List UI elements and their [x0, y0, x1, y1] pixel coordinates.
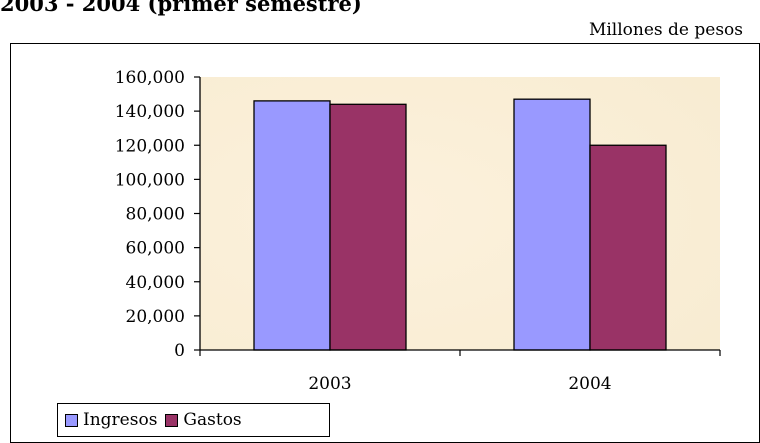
bar-ingresos-2003	[253, 100, 331, 351]
y-tick-label: 20,000	[126, 307, 185, 327]
bar-gastos-2003	[329, 103, 407, 351]
legend: Ingresos Gastos	[57, 403, 330, 437]
legend-swatch-ingresos	[65, 413, 78, 427]
legend-swatch-gastos	[165, 413, 179, 427]
chart-title: 2003 - 2004 (primer semestre)	[0, 0, 362, 16]
x-tick-label: 2003	[308, 374, 351, 394]
bar-gastos-2004	[589, 144, 667, 351]
bar-ingresos-2004	[513, 98, 591, 351]
bar-chart: 0 20,000 40,000 60,000 80,000 100,000 120,000 1…	[115, 68, 721, 394]
y-tick-label: 140,000	[115, 102, 185, 122]
legend-item-ingresos: Ingresos	[65, 410, 157, 430]
legend-item-gastos: Gastos	[165, 410, 242, 430]
units-label: Millones de pesos	[588, 20, 743, 40]
x-tick-label: 2004	[568, 374, 611, 394]
legend-label-gastos: Gastos	[183, 410, 242, 430]
y-tick-label: 80,000	[126, 205, 185, 225]
y-tick-label: 100,000	[115, 170, 185, 190]
legend-label-ingresos: Ingresos	[83, 410, 158, 430]
y-tick-label: 120,000	[115, 136, 185, 156]
y-tick-label: 160,000	[115, 68, 185, 88]
y-tick-label: 40,000	[126, 273, 185, 293]
y-tick-label: 60,000	[126, 239, 185, 259]
y-tick-label: 0	[174, 341, 185, 361]
